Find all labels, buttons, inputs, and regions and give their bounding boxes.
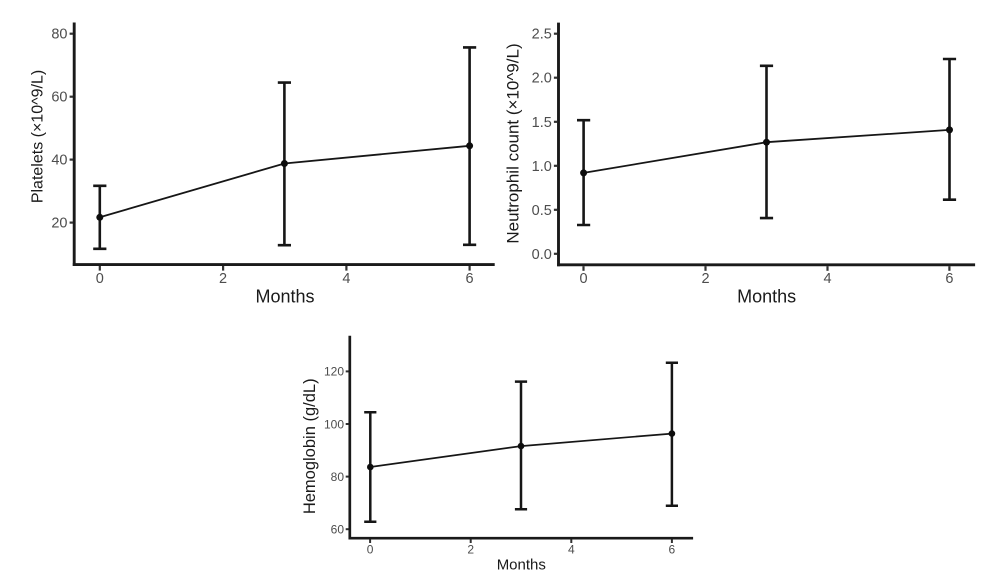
svg-text:0: 0	[367, 542, 374, 556]
svg-text:0.0: 0.0	[532, 247, 552, 263]
svg-text:2: 2	[219, 271, 227, 287]
svg-text:2.5: 2.5	[532, 27, 552, 43]
svg-text:1.0: 1.0	[532, 159, 552, 175]
svg-text:Neutrophil count (×10^9/L): Neutrophil count (×10^9/L)	[504, 43, 523, 243]
svg-text:4: 4	[823, 271, 831, 287]
svg-text:Platelets (×10^9/L): Platelets (×10^9/L)	[30, 70, 47, 203]
svg-text:0.5: 0.5	[532, 203, 552, 219]
svg-text:60: 60	[51, 90, 67, 106]
svg-text:2: 2	[467, 542, 474, 556]
svg-text:40: 40	[51, 153, 67, 169]
svg-text:6: 6	[466, 271, 474, 287]
svg-text:80: 80	[331, 470, 345, 484]
svg-text:120: 120	[324, 365, 344, 379]
svg-text:60: 60	[331, 523, 345, 537]
svg-text:2.0: 2.0	[532, 71, 552, 87]
svg-text:100: 100	[324, 417, 344, 431]
svg-text:6: 6	[669, 542, 676, 556]
svg-text:20: 20	[51, 216, 67, 232]
svg-text:2: 2	[701, 271, 709, 287]
svg-text:Months: Months	[497, 557, 546, 574]
svg-text:6: 6	[945, 271, 953, 287]
svg-text:Months: Months	[737, 287, 796, 307]
svg-text:0: 0	[96, 271, 104, 287]
svg-text:80: 80	[51, 27, 67, 43]
svg-text:4: 4	[568, 542, 575, 556]
svg-text:Months: Months	[255, 287, 314, 307]
svg-text:4: 4	[342, 271, 350, 287]
svg-text:0: 0	[579, 271, 587, 287]
svg-text:Hemoglobin (g/dL): Hemoglobin (g/dL)	[301, 378, 319, 514]
svg-text:1.5: 1.5	[532, 115, 552, 131]
